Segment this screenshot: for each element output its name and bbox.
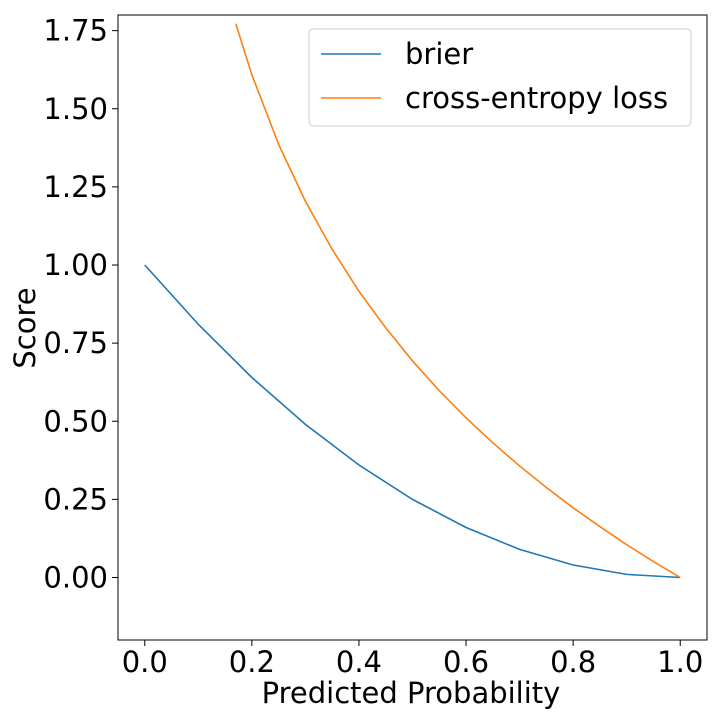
y-axis-label: Score xyxy=(8,287,42,368)
y-tick-label: 0.00 xyxy=(43,561,108,595)
plot-frame xyxy=(117,14,708,641)
x-tick-label: 0.2 xyxy=(229,645,275,679)
x-tick-label: 0.4 xyxy=(336,645,382,679)
legend: brier cross-entropy loss xyxy=(308,28,692,127)
legend-label-1: cross-entropy loss xyxy=(405,81,668,115)
x-axis: 0.0 0.2 0.4 0.6 0.8 1.0 xyxy=(122,640,703,679)
y-tick-label: 1.50 xyxy=(43,92,108,126)
x-tick-label: 0.8 xyxy=(550,645,596,679)
legend-box xyxy=(308,28,692,127)
y-tick-label: 0.25 xyxy=(43,482,108,516)
plot-area xyxy=(117,14,708,641)
y-tick-label: 0.75 xyxy=(43,326,108,360)
legend-label-0: brier xyxy=(405,37,473,71)
y-tick-label: 1.75 xyxy=(43,14,108,48)
y-tick-label: 1.25 xyxy=(43,170,108,204)
series-line-0 xyxy=(144,264,681,579)
x-tick-label: 0.6 xyxy=(443,645,489,679)
y-axis: 0.00 0.25 0.50 0.75 1.00 1.25 1.50 1.75 xyxy=(43,14,118,595)
series-line-1 xyxy=(235,23,681,579)
y-tick-label: 0.50 xyxy=(43,404,108,438)
x-tick-label: 0.0 xyxy=(122,645,168,679)
x-axis-label: Predicted Probability xyxy=(262,676,561,710)
x-tick-label: 1.0 xyxy=(657,645,703,679)
y-tick-label: 1.00 xyxy=(43,248,108,282)
